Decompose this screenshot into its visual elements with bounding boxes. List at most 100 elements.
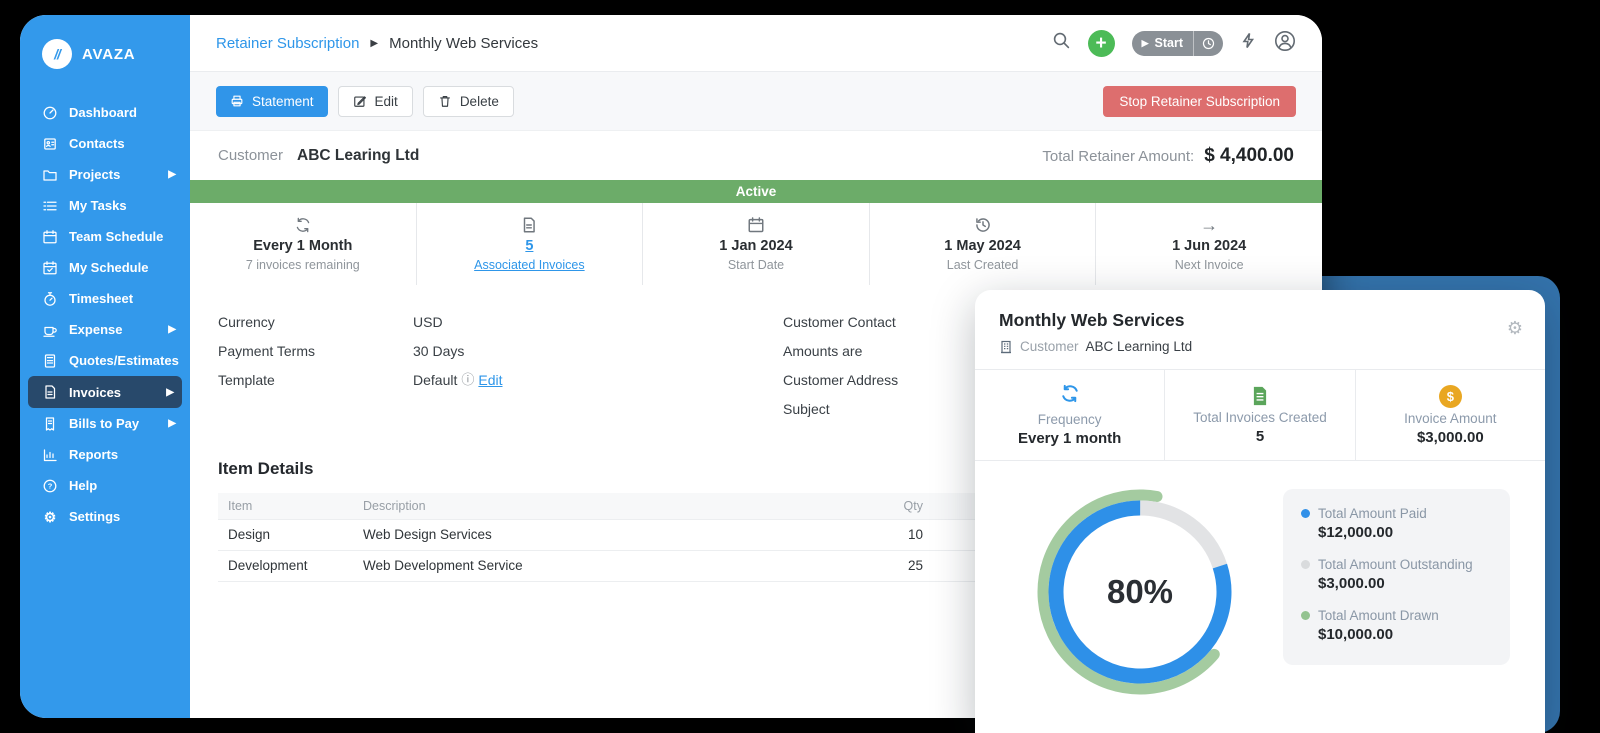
stat-frequency: Every 1 Month 7 invoices remaining (190, 203, 417, 285)
sidebar-item-settings[interactable]: ⚙ Settings (20, 501, 190, 532)
invoice-icon (42, 384, 58, 400)
delete-button[interactable]: Delete (423, 86, 514, 117)
sidebar-item-dashboard[interactable]: Dashboard (20, 97, 190, 128)
card-title: Monthly Web Services (999, 310, 1521, 331)
edit-button[interactable]: Edit (338, 86, 413, 117)
sidebar-item-projects[interactable]: Projects ▶ (20, 159, 190, 190)
associated-invoices-count-link[interactable]: 5 (525, 238, 533, 254)
column-header-item: Item (218, 493, 353, 519)
building-icon (999, 340, 1013, 354)
total-retainer-value: $ 4,400.00 (1204, 145, 1294, 167)
chevron-right-icon: ▶ (168, 418, 176, 429)
chevron-right-icon: ▶ (166, 387, 174, 398)
card-stats-row: Frequency Every 1 month Total Invoices C… (975, 369, 1545, 461)
total-retainer-label: Total Retainer Amount: (1042, 148, 1194, 165)
sidebar-item-invoices[interactable]: Invoices ▶ (28, 376, 182, 408)
calendar-icon (42, 229, 58, 245)
calendar-icon (747, 216, 765, 234)
card-stat-invoice-amount: $ Invoice Amount $3,000.00 (1356, 370, 1545, 460)
repeat-icon (293, 216, 313, 234)
calendar-check-icon (42, 260, 58, 276)
detail-payment-terms: Payment Terms 30 Days (218, 344, 783, 358)
stat-next-invoice: → 1 Jun 2024 Next Invoice (1096, 203, 1322, 285)
action-toolbar: Statement Edit Delete Stop Retainer Subs… (190, 72, 1322, 131)
detail-template: Template Default ⓘ Edit (218, 373, 783, 387)
timer-clock-icon[interactable] (1193, 31, 1223, 56)
sidebar-item-my-tasks[interactable]: My Tasks (20, 190, 190, 221)
dollar-coin-icon: $ (1439, 385, 1462, 408)
dashboard-icon (42, 105, 58, 121)
cup-icon (42, 322, 58, 338)
lightning-icon[interactable] (1240, 32, 1257, 54)
card-customer-name: ABC Learning Ltd (1086, 339, 1193, 354)
sidebar-item-bills-to-pay[interactable]: Bills to Pay ▶ (20, 408, 190, 439)
detail-currency: Currency USD (218, 315, 783, 329)
printer-icon (230, 94, 244, 108)
card-customer-label: Customer (1020, 339, 1079, 354)
stopwatch-icon (42, 291, 58, 307)
page-header: Retainer Subscription ▶ Monthly Web Serv… (190, 15, 1322, 72)
play-icon: ▶ (1142, 38, 1149, 49)
sidebar-item-quotes-estimates[interactable]: Quotes/Estimates (20, 345, 190, 376)
sidebar: // AVAZA Dashboard Contacts (20, 15, 190, 718)
card-chart-area: 80% Total Amount Paid $12,000.00 Total A… (975, 461, 1545, 733)
sidebar-item-my-schedule[interactable]: My Schedule (20, 252, 190, 283)
legend-dot-drawn (1301, 611, 1310, 620)
sidebar-item-help[interactable]: ? Help (20, 470, 190, 501)
sidebar-item-reports[interactable]: Reports (20, 439, 190, 470)
template-edit-link[interactable]: Edit (478, 373, 502, 387)
app-logo[interactable]: // AVAZA (20, 39, 190, 69)
help-icon: ? (42, 478, 58, 494)
info-icon[interactable]: ⓘ (461, 373, 474, 387)
column-header-qty: Qty (738, 493, 933, 519)
app-logo-text: AVAZA (82, 46, 135, 63)
details-right-column: Customer Contact Amounts are Customer Ad… (783, 315, 978, 431)
gear-icon: ⚙ (42, 509, 58, 525)
detail-amounts-are: Amounts are (783, 344, 978, 358)
stat-last-created: 1 May 2024 Last Created (870, 203, 1097, 285)
start-label: Start (1155, 36, 1183, 50)
legend-item-paid: Total Amount Paid $12,000.00 (1301, 506, 1492, 541)
sidebar-item-team-schedule[interactable]: Team Schedule (20, 221, 190, 252)
detail-customer-contact: Customer Contact (783, 315, 978, 329)
stat-start-date: 1 Jan 2024 Start Date (643, 203, 870, 285)
history-icon (974, 216, 992, 234)
card-header: Monthly Web Services Customer ABC Learni… (975, 290, 1545, 369)
detail-subject: Subject (783, 402, 978, 416)
folder-icon (42, 167, 58, 183)
arrow-right-icon: → (1200, 216, 1218, 234)
user-avatar-icon[interactable] (1274, 30, 1296, 57)
associated-invoices-link[interactable]: Associated Invoices (474, 258, 584, 272)
legend-item-outstanding: Total Amount Outstanding $3,000.00 (1301, 557, 1492, 592)
add-button[interactable]: + (1088, 30, 1115, 57)
timer-start-button[interactable]: ▶ Start (1132, 31, 1223, 56)
invoice-icon (520, 216, 538, 234)
sidebar-item-contacts[interactable]: Contacts (20, 128, 190, 159)
svg-text:?: ? (48, 481, 53, 490)
pencil-icon (353, 94, 367, 108)
stat-associated-invoices: 5 Associated Invoices (417, 203, 644, 285)
sidebar-item-expense[interactable]: Expense ▶ (20, 314, 190, 345)
gear-icon[interactable]: ⚙ (1507, 318, 1523, 339)
avaza-logo-icon: // (42, 39, 72, 69)
customer-label: Customer (218, 147, 283, 164)
breadcrumb-parent[interactable]: Retainer Subscription (216, 35, 359, 52)
detail-customer-address: Customer Address (783, 373, 978, 387)
chart-legend: Total Amount Paid $12,000.00 Total Amoun… (1283, 489, 1510, 665)
stop-retainer-subscription-button[interactable]: Stop Retainer Subscription (1103, 86, 1296, 117)
breadcrumb-separator-icon: ▶ (370, 38, 378, 49)
trash-icon (438, 94, 452, 108)
customer-name: ABC Learing Ltd (297, 147, 419, 165)
donut-center-label: 80% (1024, 476, 1256, 708)
donut-chart: 80% (1024, 476, 1256, 708)
legend-dot-outstanding (1301, 560, 1310, 569)
status-banner: Active (190, 180, 1322, 203)
retainer-overview-card: Monthly Web Services Customer ABC Learni… (975, 290, 1545, 733)
repeat-icon (1058, 383, 1082, 409)
sidebar-item-timesheet[interactable]: Timesheet (20, 283, 190, 314)
subscription-stats-row: Every 1 Month 7 invoices remaining 5 Ass… (190, 203, 1322, 285)
search-icon[interactable] (1052, 31, 1071, 55)
sidebar-nav: Dashboard Contacts Projects ▶ M (20, 97, 190, 532)
legend-item-drawn: Total Amount Drawn $10,000.00 (1301, 608, 1492, 643)
statement-button[interactable]: Statement (216, 86, 328, 117)
